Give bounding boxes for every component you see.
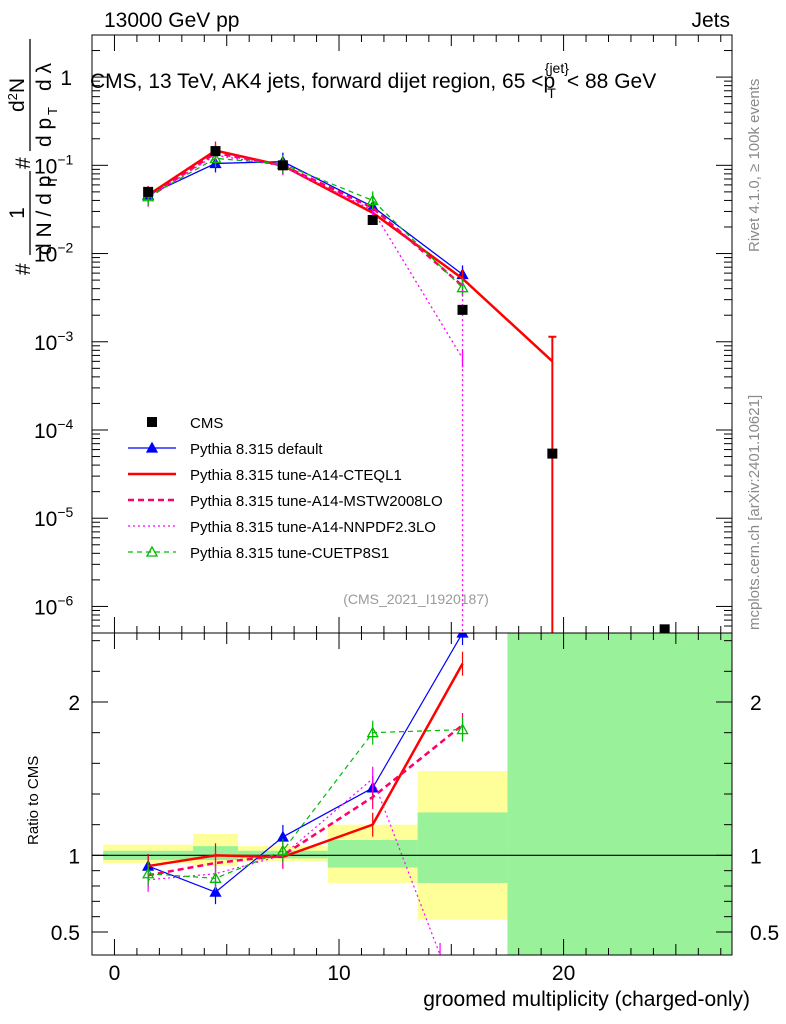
x-axis-label: groomed multiplicity (charged-only) <box>423 988 750 1011</box>
y-axis-label: # 1 d N / d p T # d2N d p T d λ <box>5 39 60 275</box>
ratio-marker <box>276 844 289 856</box>
analysis-id: (CMS_2021_I1920187) <box>343 591 489 607</box>
y-tick-label: 10−5 <box>34 504 74 531</box>
band-green-5 <box>507 633 732 955</box>
ratio-marker <box>209 871 222 883</box>
cms-data-point <box>547 448 558 459</box>
ratio-marker <box>142 867 155 879</box>
svg-text:#: # <box>12 157 35 169</box>
ratio-marker <box>209 885 222 897</box>
svg-text:d p: d p <box>33 118 56 147</box>
line-pythia-8-315-tune-a14-cteql1 <box>147 149 554 363</box>
legend-label: Pythia 8.315 tune-A14-CTEQL1 <box>190 467 402 484</box>
svg-text:T: T <box>45 107 60 115</box>
ratio-uncertainty-bands <box>92 633 732 955</box>
marker-pythia-8-315-tune-cuetp8s1 <box>456 281 469 293</box>
ratio-line-pythia-8-315-default <box>147 633 474 893</box>
plot-title: CMS, 13 TeV, AK4 jets, forward dijet reg… <box>90 60 656 101</box>
y-tick-label: 1 <box>60 67 72 90</box>
marker-pythia-8-315-tune-cuetp8s1 <box>209 151 222 163</box>
x-tick-label: 20 <box>552 962 575 985</box>
beam-label: 13000 GeV pp <box>104 9 240 32</box>
ratio-y-tick-label-right: 0.5 <box>750 922 779 945</box>
legend-marker <box>145 545 159 557</box>
legend-label: Pythia 8.315 tune-A14-MSTW2008LO <box>190 493 443 510</box>
category-label: Jets <box>691 9 730 32</box>
cms-data-point <box>457 304 468 315</box>
cms-data-point <box>143 186 154 197</box>
ratio-y-tick-label: 1 <box>68 845 80 868</box>
legend-label: CMS <box>190 415 223 432</box>
ratio-y-tick-label: 2 <box>68 692 80 715</box>
y-tick-label: 10−1 <box>34 151 74 178</box>
y-tick-label: 10−3 <box>34 328 74 355</box>
svg-text:#: # <box>12 263 35 275</box>
legend-label: Pythia 8.315 tune-A14-NNPDF2.3LO <box>190 519 436 536</box>
ratio-line-pythia-8-315-tune-a14-nnpdf2-3lo <box>148 777 441 955</box>
cms-data-point <box>367 214 378 225</box>
ratio-y-axis-label: Ratio to CMS <box>25 756 42 845</box>
ratio-marker <box>366 726 379 738</box>
line-pythia-8-315-tune-a14-mstw2008lo <box>147 151 464 287</box>
legend-marker <box>145 441 159 453</box>
x-tick-label: 0 <box>109 962 121 985</box>
ratio-y-tick-label-right: 1 <box>750 845 762 868</box>
cms-data-point <box>210 146 221 157</box>
svg-text:d N / d p: d N / d p <box>33 176 56 255</box>
marker-pythia-8-315-tune-cuetp8s1 <box>366 194 379 206</box>
ratio-marker <box>456 633 469 638</box>
y-tick-label: 10−6 <box>34 592 74 619</box>
main-plot-frame <box>91 34 733 634</box>
ratio-marker <box>456 723 469 735</box>
band-green-3 <box>327 840 418 868</box>
y-tick-label: 10−4 <box>34 416 74 443</box>
svg-text:d λ: d λ <box>33 62 56 91</box>
cms-data-point <box>659 624 670 633</box>
axes: 110−110−210−310−410−510−60 10 200.5 0.51 12 2 <box>34 34 779 985</box>
cms-data-point <box>277 160 288 171</box>
ratio-line-pythia-8-315-tune-a14-mstw2008lo <box>147 724 464 877</box>
line-pythia-8-315-tune-a14-nnpdf2-3lo <box>147 154 464 359</box>
ratio-y-tick-label: 0.5 <box>51 922 80 945</box>
main-series <box>142 141 670 633</box>
band-green-4 <box>417 812 508 883</box>
ratio-series <box>142 633 474 955</box>
legend-label: Pythia 8.315 tune-CUETP8S1 <box>190 545 389 562</box>
x-tick-label: 10 <box>327 962 350 985</box>
svg-text:1: 1 <box>6 207 29 219</box>
svg-text:T: T <box>45 176 60 184</box>
legend-label: Pythia 8.315 default <box>190 441 323 458</box>
svg-text:d2N: d2N <box>5 78 29 112</box>
legend-cms-marker <box>147 417 157 427</box>
legend: CMS Pythia 8.315 default Pythia 8.315 tune… <box>128 415 443 562</box>
ratio-line-pythia-8-315-tune-cuetp8s1 <box>148 729 463 879</box>
ratio-y-tick-label-right: 2 <box>750 692 762 715</box>
